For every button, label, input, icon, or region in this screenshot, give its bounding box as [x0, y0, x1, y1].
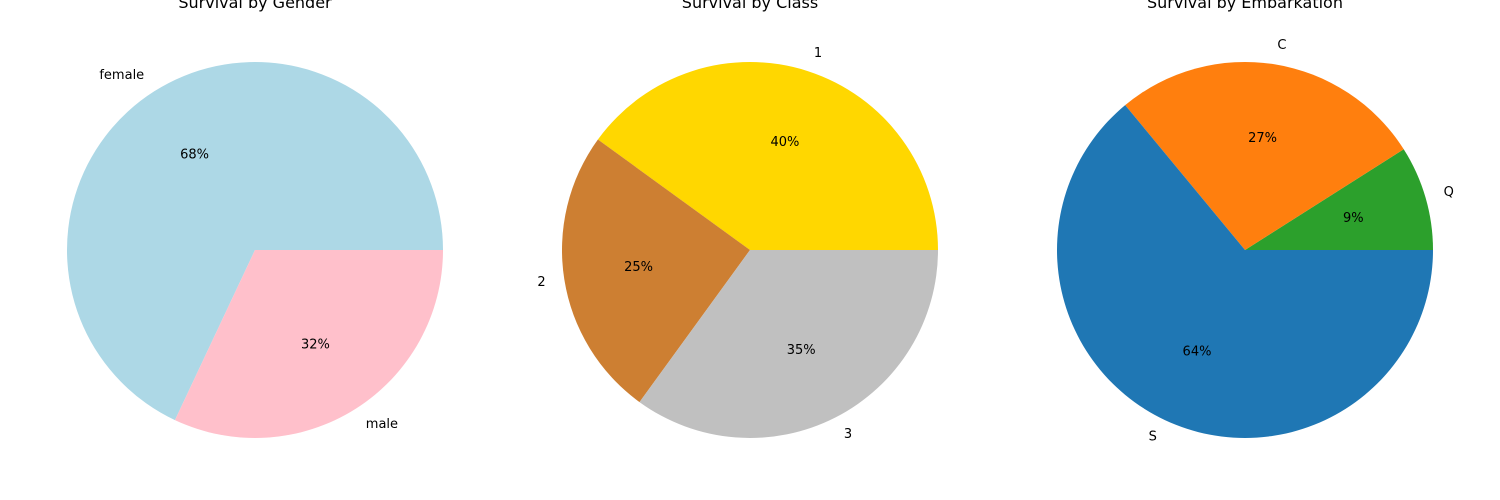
pie-chart-gender: Survival by Gender 68% female 32% male [66, 0, 443, 439]
pct-label-female: 68% [180, 147, 209, 162]
pie-slices-embarkation: 9% Q 27% C 64% S [1057, 38, 1454, 445]
slice-label-C: C [1277, 38, 1286, 53]
pct-label-3: 35% [787, 343, 816, 358]
pie-slice-S [1057, 105, 1433, 438]
pct-label-2: 25% [624, 260, 653, 275]
pct-label-Q: 9% [1343, 211, 1364, 226]
chart-title-gender: Survival by Gender [178, 0, 332, 12]
pie-slices-gender: 68% female 32% male [66, 62, 443, 439]
slice-label-2: 2 [537, 275, 545, 290]
pct-label-male: 32% [301, 338, 330, 353]
pie-slice-male [174, 250, 443, 439]
pie-chart-class: Survival by Class 40% 1 25% 2 35% 3 [537, 0, 938, 442]
pie-slice-1 [597, 61, 938, 251]
slice-label-female: female [99, 68, 144, 83]
pie-slice-C [1125, 61, 1404, 250]
slice-label-3: 3 [844, 427, 852, 442]
pct-label-1: 40% [770, 135, 799, 150]
pie-slice-Q [1245, 149, 1433, 250]
chart-title-embarkation: Survival by Embarkation [1147, 0, 1343, 12]
slice-label-Q: Q [1444, 185, 1454, 200]
pie-slice-3 [639, 250, 938, 439]
pie-slices-class: 40% 1 25% 2 35% 3 [537, 46, 938, 442]
slice-label-1: 1 [814, 46, 822, 61]
pct-label-C: 27% [1248, 131, 1277, 146]
pct-label-S: 64% [1183, 345, 1212, 360]
pie-slice-2 [561, 139, 750, 403]
chart-title-class: Survival by Class [682, 0, 818, 12]
pie-slice-female [66, 62, 443, 421]
slice-label-S: S [1149, 430, 1157, 445]
slice-label-male: male [366, 417, 398, 432]
pie-chart-embarkation: Survival by Embarkation 9% Q 27% C 64% S [1057, 0, 1454, 445]
